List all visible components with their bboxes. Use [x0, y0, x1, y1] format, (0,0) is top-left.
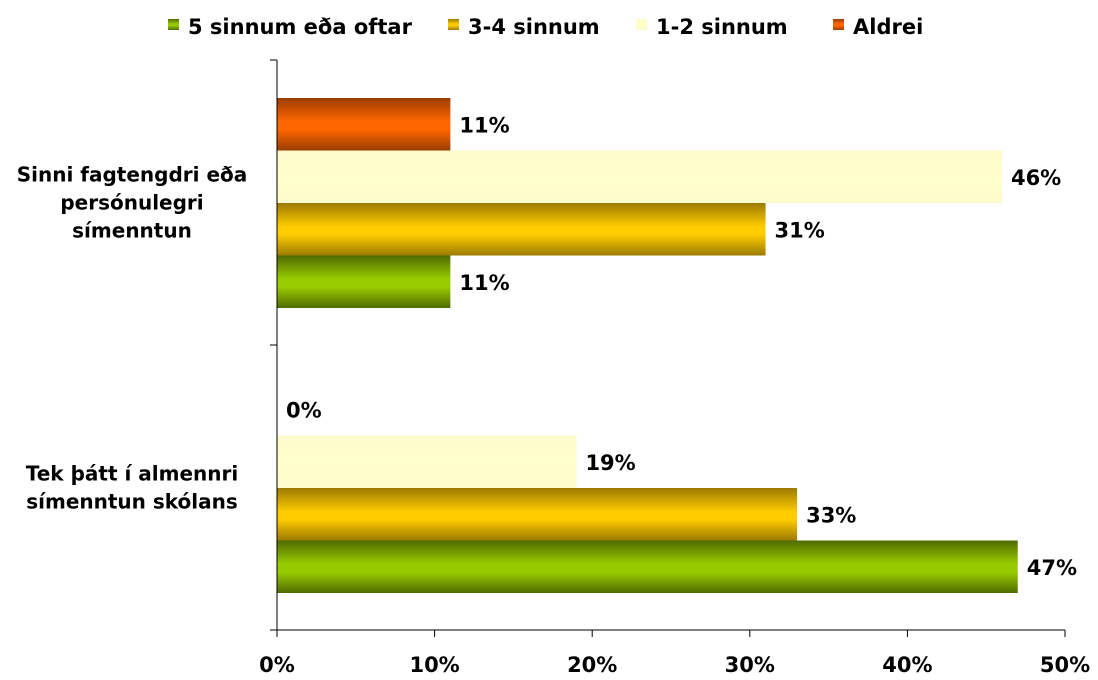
axes: Sinni fagtengdri eða persónulegri símenntu…	[17, 59, 1090, 677]
bar-1-2-sinnum-cat1	[277, 150, 1002, 203]
bar-5-sinnum-ea-oftar-cat1	[277, 255, 451, 308]
legend-swatch-1-2-sinnum	[636, 19, 647, 30]
x-tick-label: 0%	[259, 653, 295, 675]
x-tick-label: 40%	[882, 653, 932, 675]
data-label-5-sinnum-ea-oftar-cat2: 47%	[1027, 556, 1077, 580]
legend: 5 sinnum eða oftar 3-4 sinnum 1-2 sinnum Al…	[168, 15, 923, 39]
bar-1-2-sinnum-cat2	[277, 435, 577, 488]
category-label-2: Tek þátt í almennri símenntun skólans	[26, 462, 238, 514]
data-label-aldrei-cat2: 0%	[286, 398, 322, 422]
bars: 11% 46% 31% 11% 0% 19% 33% 47%	[277, 98, 1077, 593]
data-label-3-4-sinnum-cat1: 31%	[775, 218, 825, 242]
legend-label-5-sinnum-ea-oftar: 5 sinnum eða oftar	[188, 15, 413, 39]
data-label-1-2-sinnum-cat2: 19%	[585, 451, 635, 475]
data-label-3-4-sinnum-cat2: 33%	[806, 503, 856, 527]
legend-label-aldrei: Aldrei	[853, 15, 923, 39]
legend-swatch-3-4-sinnum	[448, 19, 459, 30]
data-label-aldrei-cat1: 11%	[459, 113, 509, 137]
data-label-1-2-sinnum-cat1: 46%	[1011, 166, 1061, 190]
x-tick-label: 30%	[725, 653, 775, 675]
legend-swatch-5-sinnum-ea-oftar	[168, 19, 179, 30]
x-tick-label: 50%	[1040, 653, 1090, 675]
category-label-1: Sinni fagtengdri eða persónulegri símenntu…	[17, 163, 248, 243]
bar-3-4-sinnum-cat2	[277, 488, 798, 541]
bar-3-4-sinnum-cat1	[277, 203, 766, 256]
x-tick-label: 10%	[409, 653, 459, 675]
bar-5-sinnum-ea-oftar-cat2	[277, 540, 1018, 593]
legend-swatch-aldrei	[833, 19, 844, 30]
data-label-5-sinnum-ea-oftar-cat1: 11%	[459, 271, 509, 295]
legend-label-3-4-sinnum: 3-4 sinnum	[468, 15, 600, 39]
legend-label-1-2-sinnum: 1-2 sinnum	[656, 15, 788, 39]
x-tick-label: 20%	[567, 653, 617, 675]
bar-aldrei-cat1	[277, 98, 451, 151]
